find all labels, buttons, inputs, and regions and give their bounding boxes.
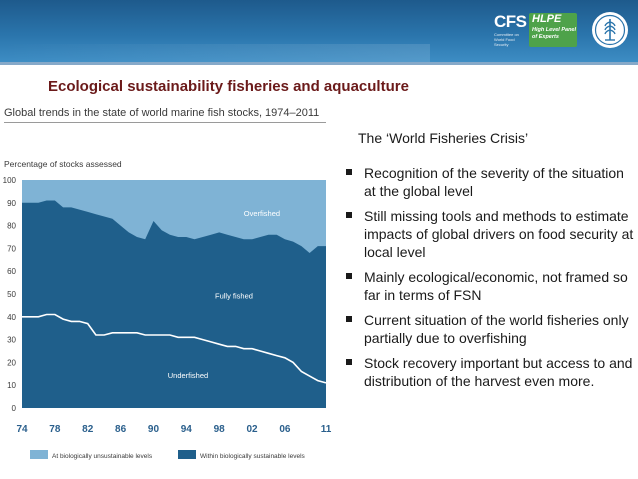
x-tick-label: 74 [16, 424, 28, 435]
y-tick-label: 100 [3, 176, 17, 185]
bullet-text: Recognition of the severity of the situa… [364, 165, 624, 199]
cfs-logo-text: CFS [494, 12, 527, 31]
y-tick-label: 30 [7, 336, 16, 345]
region-label-underfished: Underfished [168, 371, 208, 380]
x-tick-label: 98 [214, 424, 226, 435]
y-tick-label: 90 [7, 199, 16, 208]
chart-title: Global trends in the state of world mari… [4, 107, 320, 119]
bullet-square-icon [346, 273, 352, 279]
bullet-text: Current situation of the world fisheries… [364, 312, 629, 346]
bullet-item: Current situation of the world fisheries… [345, 311, 635, 347]
crisis-heading: The ‘World Fisheries Crisis’ [358, 130, 529, 146]
y-tick-label: 20 [7, 358, 16, 367]
header-wave [0, 44, 430, 62]
y-tick-label: 50 [7, 290, 16, 299]
hlpe-logo-box [529, 13, 577, 47]
bullet-text: Still missing tools and methods to estim… [364, 208, 634, 260]
y-tick-label: 80 [7, 222, 16, 231]
fao-wheat-emblem-icon [592, 12, 628, 48]
bullet-square-icon [346, 212, 352, 218]
bullet-square-icon [346, 316, 352, 322]
x-tick-label: 86 [115, 424, 127, 435]
legend-label: At biologically unsustainable levels [52, 453, 153, 460]
bullet-square-icon [346, 169, 352, 175]
y-tick-label: 70 [7, 244, 16, 253]
y-axis-label: Percentage of stocks assessed [4, 159, 122, 169]
x-ticks: 74 78 82 86 90 94 98 02 06 11 [16, 424, 331, 435]
x-tick-label: 90 [148, 424, 160, 435]
x-tick-label: 78 [49, 424, 61, 435]
y-tick-label: 60 [7, 267, 16, 276]
bullet-item: Mainly ecological/economic, not framed s… [345, 268, 635, 304]
region-label-overfished: Overfished [244, 209, 280, 218]
x-tick-label: 94 [181, 424, 193, 435]
chart-title-rule [4, 122, 326, 123]
y-ticks: 0 10 20 30 40 50 60 70 80 90 100 [3, 176, 17, 413]
bullet-text: Stock recovery important but access to a… [364, 355, 633, 389]
y-tick-label: 40 [7, 313, 16, 322]
hlpe-logo-text: HLPE [532, 13, 562, 25]
x-tick-label: 06 [279, 424, 291, 435]
bullet-square-icon [346, 359, 352, 365]
bullet-list: Recognition of the severity of the situa… [345, 164, 635, 397]
legend: At biologically unsustainable levels With… [30, 450, 306, 460]
x-tick-label: 11 [321, 424, 332, 435]
bullet-item: Recognition of the severity of the situa… [345, 164, 635, 200]
area-sustainable [22, 200, 326, 408]
y-tick-label: 0 [12, 404, 17, 413]
legend-swatch [30, 450, 48, 459]
bullet-item: Stock recovery important but access to a… [345, 354, 635, 390]
bullet-item: Still missing tools and methods to estim… [345, 207, 635, 261]
region-label-fully-fished: Fully fished [215, 292, 253, 301]
cfs-logo-subtitle: Committee on World Food Security [494, 32, 519, 47]
fish-stocks-chart: Percentage of stocks assessed 0 10 20 30 40 5… [3, 159, 332, 460]
y-tick-label: 10 [7, 381, 16, 390]
bullet-text: Mainly ecological/economic, not framed s… [364, 269, 628, 303]
x-tick-label: 02 [246, 424, 258, 435]
legend-swatch [178, 450, 196, 459]
legend-label: Within biologically sustainable levels [200, 453, 306, 460]
slide-title: Ecological sustainability fisheries and … [48, 78, 409, 95]
underfished-line [22, 313, 327, 384]
plot-area [22, 180, 327, 408]
x-tick-label: 82 [82, 424, 94, 435]
hlpe-logo-subtitle: High Level Panel of Experts [532, 27, 577, 40]
header-divider [0, 62, 638, 65]
region-labels: Overfished Fully fished Underfished [168, 209, 280, 380]
cfs-hlpe-logo: CFS Committee on World Food Security HLP… [494, 10, 580, 50]
